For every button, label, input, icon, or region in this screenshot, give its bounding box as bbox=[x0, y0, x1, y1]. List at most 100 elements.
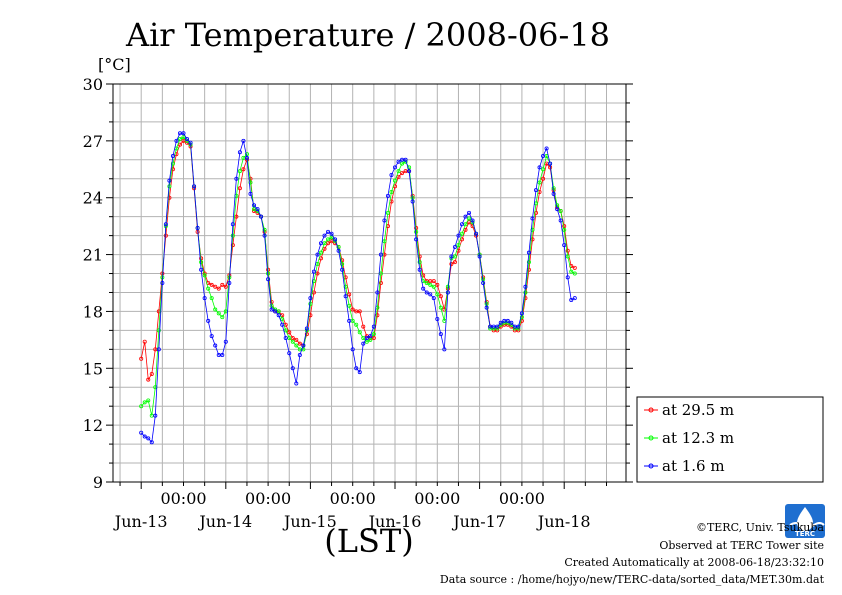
x-tick-time-label: 00:00 bbox=[330, 489, 376, 508]
data-point bbox=[170, 154, 175, 159]
x-tick-day-label: Jun-15 bbox=[282, 512, 337, 531]
data-point bbox=[385, 193, 390, 198]
data-point bbox=[375, 313, 380, 318]
data-point bbox=[237, 186, 242, 191]
data-point bbox=[266, 277, 271, 282]
data-point bbox=[262, 233, 267, 238]
svg-text:TERC: TERC bbox=[795, 530, 815, 538]
data-point bbox=[519, 311, 524, 316]
terc-logo-icon: TERC bbox=[784, 503, 826, 539]
data-point bbox=[467, 216, 472, 221]
data-point bbox=[438, 294, 443, 299]
data-point bbox=[146, 436, 151, 441]
data-point bbox=[389, 190, 394, 195]
data-point bbox=[456, 233, 461, 238]
data-point bbox=[329, 231, 334, 236]
data-point bbox=[519, 315, 524, 320]
data-point bbox=[442, 347, 447, 352]
data-point bbox=[392, 165, 397, 170]
y-tick-label: 30 bbox=[83, 75, 103, 94]
y-axis-label: [°C] bbox=[98, 55, 131, 74]
data-point bbox=[262, 227, 267, 232]
data-point bbox=[209, 296, 214, 301]
data-point bbox=[248, 191, 253, 196]
data-point bbox=[287, 351, 292, 356]
data-point bbox=[509, 320, 514, 325]
series-line bbox=[140, 140, 575, 381]
data-point bbox=[181, 135, 186, 140]
chart-title: Air Temperature / 2008-06-18 bbox=[125, 16, 610, 54]
data-point bbox=[340, 267, 345, 272]
data-point bbox=[142, 400, 147, 405]
data-point bbox=[519, 318, 524, 323]
data-point bbox=[523, 290, 528, 295]
data-point bbox=[445, 290, 450, 295]
data-point bbox=[202, 273, 207, 278]
data-point bbox=[273, 309, 278, 314]
data-point bbox=[318, 250, 323, 255]
data-point bbox=[523, 284, 528, 289]
grid-lines bbox=[113, 84, 626, 482]
data-point bbox=[199, 267, 204, 272]
data-point bbox=[435, 292, 440, 297]
legend-label: at 12.3 m bbox=[662, 429, 734, 447]
data-point bbox=[449, 262, 454, 267]
data-point bbox=[283, 335, 288, 340]
data-point bbox=[223, 284, 228, 289]
data-point bbox=[336, 244, 341, 249]
data-point bbox=[220, 282, 225, 287]
data-point bbox=[396, 174, 401, 179]
data-point bbox=[280, 317, 285, 322]
data-point bbox=[463, 214, 468, 219]
data-point bbox=[350, 307, 355, 312]
data-point bbox=[241, 138, 246, 143]
data-point bbox=[558, 208, 563, 213]
plot-area-frame bbox=[112, 83, 627, 483]
data-point bbox=[347, 292, 352, 297]
data-point bbox=[368, 337, 373, 342]
data-point bbox=[463, 227, 468, 232]
data-point bbox=[414, 229, 419, 234]
data-point bbox=[368, 334, 373, 339]
data-point bbox=[149, 371, 154, 376]
y-axis: 30 27 24 21 18 15 12 9 bbox=[83, 75, 633, 492]
data-point bbox=[139, 404, 144, 409]
data-point bbox=[167, 178, 172, 183]
data-point bbox=[484, 305, 489, 310]
data-point bbox=[385, 210, 390, 215]
data-point bbox=[139, 356, 144, 361]
data-point bbox=[572, 296, 577, 301]
legend: at 29.5 m at 12.3 m at 1.6 m bbox=[636, 396, 824, 483]
data-point bbox=[230, 222, 235, 227]
data-point bbox=[541, 154, 546, 159]
legend-label: at 1.6 m bbox=[662, 457, 725, 475]
data-point bbox=[396, 169, 401, 174]
data-point bbox=[160, 280, 165, 285]
data-point bbox=[227, 280, 232, 285]
data-point bbox=[431, 284, 436, 289]
data-point bbox=[562, 243, 567, 248]
data-point bbox=[297, 353, 302, 358]
data-point bbox=[400, 161, 405, 166]
data-point bbox=[378, 280, 383, 285]
data-point bbox=[541, 167, 546, 172]
data-point bbox=[537, 165, 542, 170]
data-point bbox=[498, 320, 503, 325]
data-point bbox=[452, 244, 457, 249]
data-point bbox=[389, 172, 394, 177]
data-point bbox=[548, 161, 553, 166]
series-line bbox=[140, 136, 575, 416]
data-point bbox=[181, 131, 186, 136]
data-point bbox=[146, 377, 151, 382]
copyright-text: ©TERC, Univ. Tsukuba bbox=[695, 521, 824, 534]
data-point bbox=[294, 343, 299, 348]
data-point bbox=[477, 254, 482, 259]
data-point bbox=[407, 169, 412, 174]
x-tick-day-label: Jun-18 bbox=[536, 512, 591, 531]
data-point bbox=[530, 216, 535, 221]
data-point bbox=[438, 305, 443, 310]
data-point bbox=[495, 324, 500, 329]
data-point bbox=[244, 152, 249, 157]
data-point bbox=[565, 248, 570, 253]
